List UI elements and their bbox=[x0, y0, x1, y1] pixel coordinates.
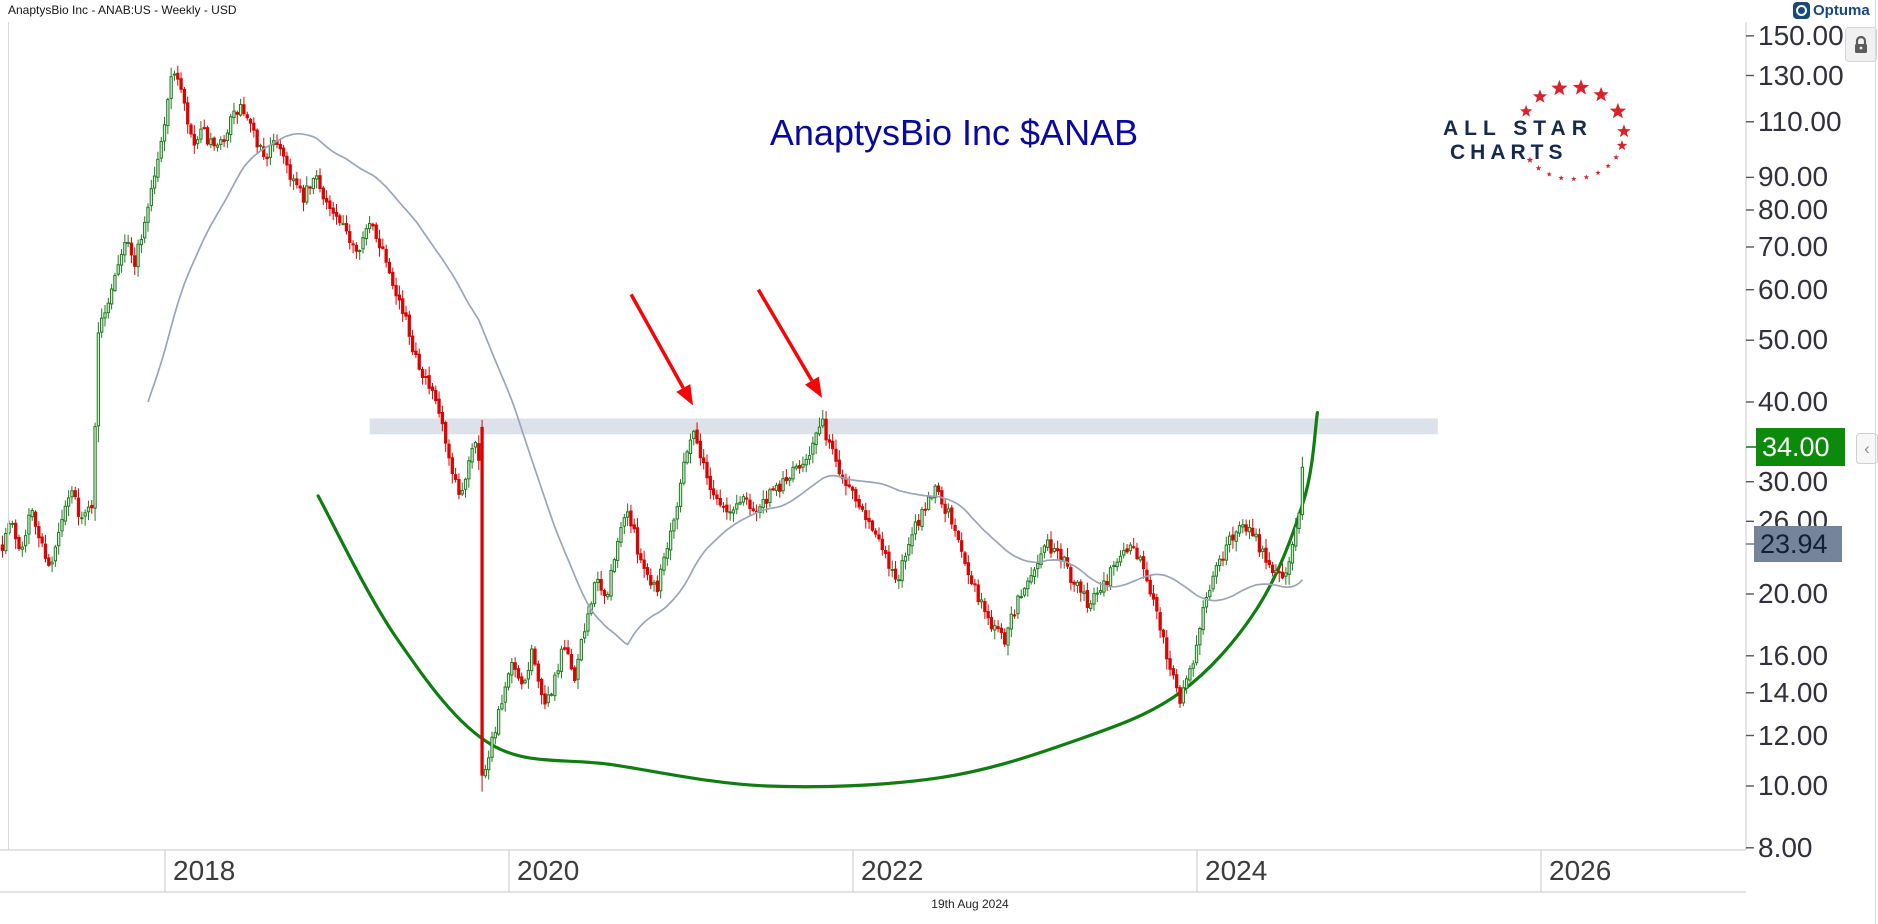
star-icon bbox=[1583, 174, 1589, 180]
year-label: 2020 bbox=[517, 855, 580, 886]
lock-button[interactable] bbox=[1845, 27, 1877, 62]
price-axis-label: 130.00 bbox=[1758, 59, 1844, 91]
annotation-arrow-1[interactable] bbox=[629, 293, 685, 389]
star-icon bbox=[1519, 104, 1533, 117]
price-axis-label: 80.00 bbox=[1758, 193, 1829, 225]
star-icon bbox=[1605, 163, 1611, 169]
price-axis-label: 30.00 bbox=[1758, 465, 1829, 497]
year-label: 2024 bbox=[1205, 855, 1268, 886]
annotation-arrow-2[interactable] bbox=[756, 288, 814, 382]
price-axis-label: 14.00 bbox=[1758, 676, 1829, 708]
moving-average-line bbox=[147, 132, 1304, 646]
price-axis-label: 150.00 bbox=[1758, 19, 1844, 51]
price-axis-label: 90.00 bbox=[1758, 161, 1829, 193]
allstarcharts-watermark: ALL STAR CHARTS bbox=[1425, 73, 1640, 198]
brand-logo: Optuma bbox=[1793, 2, 1870, 19]
price-axis-label: 110.00 bbox=[1758, 105, 1842, 137]
price-axis-label: 20.00 bbox=[1758, 578, 1829, 609]
price-axis-label: 50.00 bbox=[1758, 324, 1829, 356]
star-icon bbox=[1551, 79, 1568, 96]
year-label: 2022 bbox=[861, 855, 924, 886]
last-date-label: 19th Aug 2024 bbox=[931, 897, 1009, 911]
resistance-zone bbox=[369, 418, 1438, 435]
star-circle-icon bbox=[1519, 79, 1631, 182]
window-right-edge bbox=[1875, 0, 1876, 924]
star-icon bbox=[1526, 156, 1534, 163]
star-icon bbox=[1595, 170, 1601, 176]
price-axis-label: 12.00 bbox=[1758, 719, 1829, 751]
down-candles bbox=[0, 65, 1285, 792]
annotation-arrowhead-2 bbox=[805, 376, 823, 398]
price-axis-label: 70.00 bbox=[1758, 230, 1829, 262]
star-icon bbox=[1571, 176, 1577, 182]
lock-icon bbox=[1855, 35, 1867, 53]
star-icon bbox=[1613, 154, 1619, 160]
chart-title: AnaptysBio Inc $ANAB bbox=[769, 112, 1139, 153]
star-icon bbox=[1546, 171, 1552, 177]
rounded-bottom-annotation[interactable] bbox=[316, 410, 1319, 789]
star-icon bbox=[1617, 124, 1631, 138]
year-label: 2026 bbox=[1549, 855, 1612, 886]
star-icon bbox=[1609, 102, 1626, 119]
price-axis-label: 60.00 bbox=[1758, 273, 1829, 305]
star-icon bbox=[1593, 86, 1609, 102]
annotation-arrowhead-1 bbox=[676, 384, 694, 406]
up-candles bbox=[4, 67, 1305, 780]
moving-average-value-badge: 23.94 bbox=[1754, 526, 1842, 562]
optuma-logo-text: Optuma bbox=[1813, 2, 1870, 19]
plot-left-border bbox=[8, 22, 9, 850]
price-axis-label: 10.00 bbox=[1758, 770, 1829, 801]
last-price-badge: 34.00 bbox=[1756, 428, 1845, 466]
price-axis-label: 40.00 bbox=[1758, 386, 1829, 417]
instrument-header: AnaptysBio Inc - ANAB:US - Weekly - USD bbox=[8, 3, 237, 17]
watermark-line1: ALL STAR bbox=[1443, 117, 1593, 140]
watermark-line2: CHARTS bbox=[1450, 141, 1568, 164]
price-axis-label: 16.00 bbox=[1758, 639, 1829, 671]
year-label: 2018 bbox=[173, 855, 236, 886]
star-icon bbox=[1616, 140, 1628, 151]
star-icon bbox=[1535, 165, 1542, 171]
optuma-logo-icon bbox=[1793, 2, 1810, 19]
price-axis-label: 8.00 bbox=[1758, 831, 1813, 863]
star-icon bbox=[1572, 79, 1590, 95]
star-icon bbox=[1558, 175, 1564, 181]
star-icon bbox=[1532, 89, 1548, 103]
